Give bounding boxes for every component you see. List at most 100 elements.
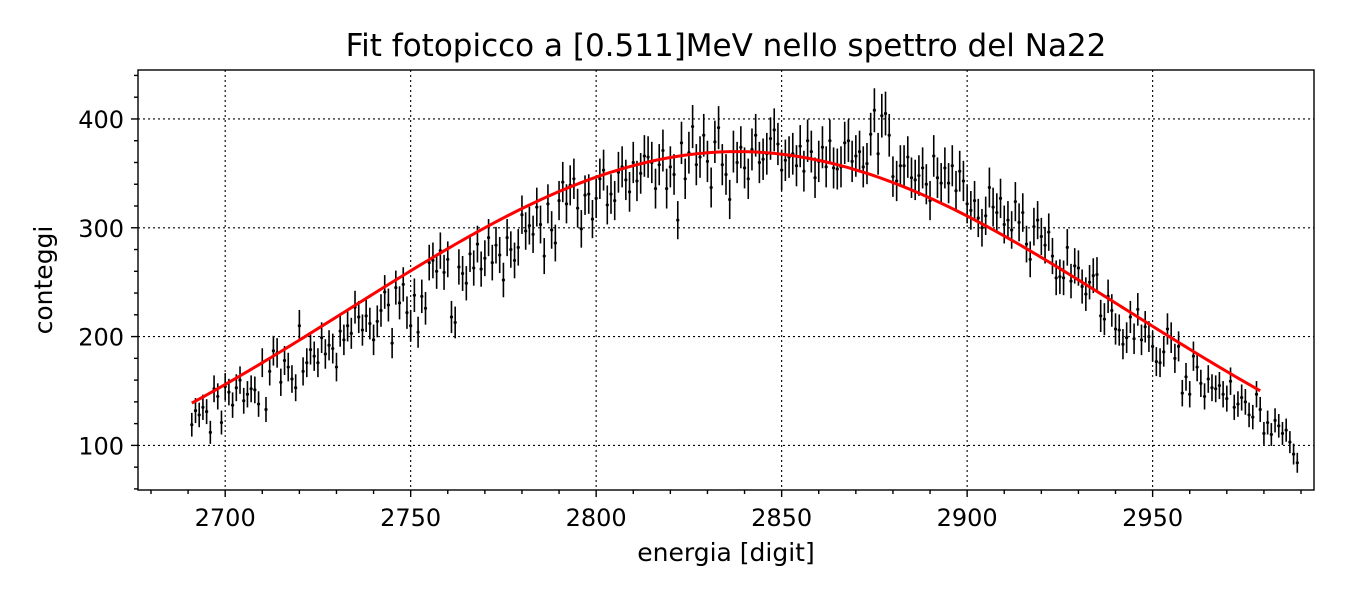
data-point [1214,387,1218,391]
data-point [1139,338,1144,342]
data-point [1199,381,1203,385]
data-point [227,390,231,394]
data-point [1058,275,1062,279]
data-point [435,269,439,273]
data-point [1254,392,1259,396]
data-point [657,163,661,167]
data-point [1240,395,1244,400]
data-point [1013,200,1017,204]
data-point [887,133,891,137]
data-point [1087,280,1092,284]
data-point [538,222,543,227]
data-point [1017,220,1021,224]
data-point [1065,245,1069,249]
data-point [360,328,365,332]
data-point [1217,383,1222,388]
data-point [694,163,698,167]
data-point [613,198,617,203]
data-point [587,192,591,196]
fit-layer [191,150,1261,405]
data-point [683,177,687,181]
data-point [728,197,732,202]
data-point [1054,276,1058,280]
data-point [290,377,294,381]
data-point [1143,325,1147,329]
data-point [798,144,802,148]
data-point [301,369,305,373]
data-point [1076,266,1081,270]
data-point [449,315,454,319]
data-point [205,410,209,414]
data-point [490,260,494,265]
data-point [980,226,984,230]
data-point [264,407,268,412]
data-point [984,214,988,218]
data-point [201,405,205,409]
fit-curve [191,150,1261,405]
data-point [475,242,480,246]
data-point [531,232,535,236]
data-point [861,165,865,169]
data-point [1195,365,1199,369]
grid-layer [138,70,1314,490]
data-point [505,235,509,240]
data-point [869,132,873,136]
data-point [846,139,851,143]
data-point [1073,264,1077,268]
data-point [1165,327,1170,331]
data-point [1047,230,1051,234]
data-point [705,159,710,163]
data-point [883,111,888,116]
data-point [950,164,954,168]
x-tick-label: 2800 [566,504,627,532]
data-point [835,167,839,171]
data-point [1125,336,1129,340]
data-point [876,152,880,156]
ticks-layer: 2700 2750 2800 2850 2900 2950 100 200 300 400 [78,74,1302,532]
data-point [468,252,472,256]
data-point [268,369,272,373]
data-point [969,208,973,212]
data-point [665,187,669,191]
data-point [943,166,947,170]
data-point [590,217,595,221]
x-tick-label: 2950 [1122,504,1183,532]
data-point [716,126,721,130]
plot-frame [137,69,1315,491]
data-point [520,213,524,217]
data-point [386,303,391,307]
data-point [754,133,758,137]
data-point [1273,418,1277,422]
data-point [498,253,502,257]
data-point [601,168,606,172]
data-point [576,206,580,210]
x-axis-label: energia [digit] [637,538,814,567]
data-point [668,165,672,169]
data-point [249,387,253,391]
data-point [998,196,1003,200]
data-point [371,338,376,342]
data-point [1277,424,1281,428]
data-point [917,173,921,178]
data-point [550,228,554,232]
data-point [909,176,914,180]
data-point [880,114,884,118]
data-point [1280,431,1285,436]
data-point [1084,292,1088,296]
data-point [772,128,776,132]
data-point [509,247,513,252]
data-point [394,286,398,290]
data-point [1136,307,1140,311]
data-point [405,311,409,315]
data-point [735,160,739,165]
data-point [572,177,576,181]
data-point [679,141,684,145]
data-point [1069,279,1073,283]
data-point [253,388,257,392]
data-point [208,430,212,434]
data-point [757,160,761,165]
data-point [780,168,784,172]
data-point [642,154,646,158]
data-point [461,271,465,276]
